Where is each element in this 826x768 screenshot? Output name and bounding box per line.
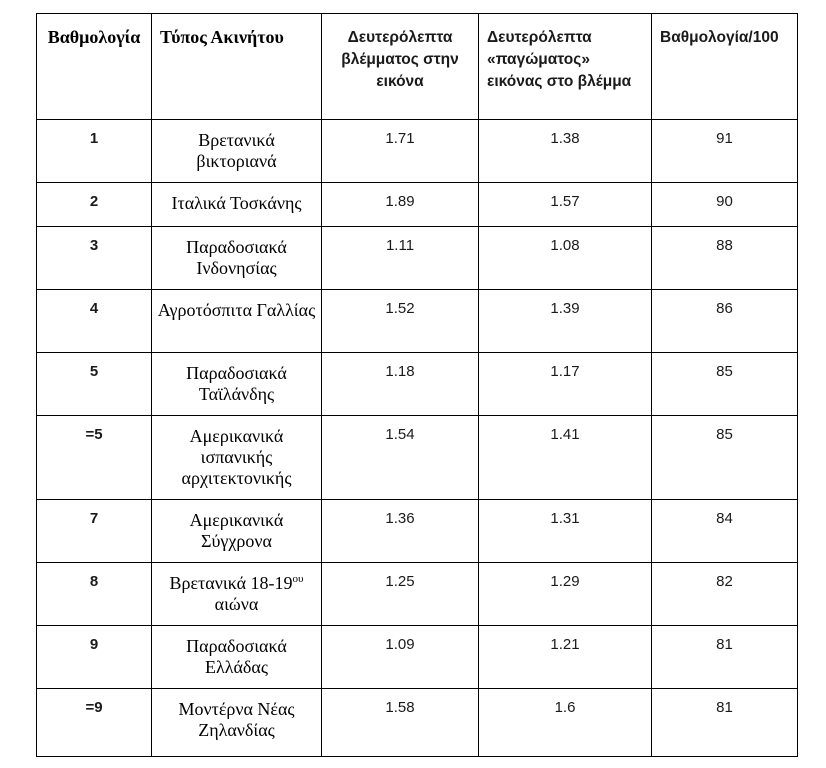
header-property-type: Τύπος Ακινήτου xyxy=(151,13,322,120)
property-type-cell: Βρετανικά βικτοριανά xyxy=(151,119,322,183)
score-cell: 88 xyxy=(651,226,798,290)
gaze-seconds-cell: 1.54 xyxy=(321,415,479,500)
header-score: Βαθμολογία/100 xyxy=(651,13,798,120)
gaze-seconds-cell: 1.52 xyxy=(321,289,479,353)
property-type-cell: Παραδοσιακά Ινδονησίας xyxy=(151,226,322,290)
rank-cell: 5 xyxy=(36,352,152,416)
gaze-seconds-cell: 1.09 xyxy=(321,625,479,689)
gaze-seconds-cell: 1.71 xyxy=(321,119,479,183)
table-row: 9 Παραδοσιακά Ελλάδας 1.09 1.21 81 xyxy=(36,625,798,689)
header-freeze-seconds: Δευτερόλεπτα «παγώματος» εικόνας στο βλέ… xyxy=(478,13,652,120)
gaze-seconds-cell: 1.18 xyxy=(321,352,479,416)
property-type-cell: Αγροτόσπιτα Γαλλίας xyxy=(151,289,322,353)
freeze-seconds-cell: 1.38 xyxy=(478,119,652,183)
property-ranking-table: Βαθμολογία Τύπος Ακινήτου Δευτερόλεπτα β… xyxy=(36,13,798,757)
freeze-seconds-cell: 1.31 xyxy=(478,499,652,563)
table-row: 3 Παραδοσιακά Ινδονησίας 1.11 1.08 88 xyxy=(36,226,798,290)
rank-cell: =5 xyxy=(36,415,152,500)
rank-cell: =9 xyxy=(36,688,152,757)
table-row: 7 Αμερικανικά Σύγχρονα 1.36 1.31 84 xyxy=(36,499,798,563)
property-type-text: Βρετανικά 18-19 xyxy=(169,573,293,593)
gaze-seconds-cell: 1.89 xyxy=(321,182,479,227)
header-rank: Βαθμολογία xyxy=(36,13,152,120)
score-cell: 84 xyxy=(651,499,798,563)
score-cell: 85 xyxy=(651,415,798,500)
freeze-seconds-cell: 1.21 xyxy=(478,625,652,689)
score-cell: 86 xyxy=(651,289,798,353)
header-gaze-seconds: Δευτερόλεπτα βλέμματος στην εικόνα xyxy=(321,13,479,120)
property-type-text: αιώνα xyxy=(214,594,259,614)
gaze-seconds-cell: 1.25 xyxy=(321,562,479,626)
freeze-seconds-cell: 1.17 xyxy=(478,352,652,416)
score-cell: 85 xyxy=(651,352,798,416)
gaze-seconds-cell: 1.36 xyxy=(321,499,479,563)
freeze-seconds-cell: 1.41 xyxy=(478,415,652,500)
rank-cell: 4 xyxy=(36,289,152,353)
property-type-cell: Αμερικανικά ισπανικής αρχιτεκτονικής xyxy=(151,415,322,500)
score-cell: 90 xyxy=(651,182,798,227)
freeze-seconds-cell: 1.57 xyxy=(478,182,652,227)
score-cell: 82 xyxy=(651,562,798,626)
table-row: =5 Αμερικανικά ισπανικής αρχιτεκτονικής … xyxy=(36,415,798,500)
rank-cell: 3 xyxy=(36,226,152,290)
table-row: 8 Βρετανικά 18-19ου αιώνα 1.25 1.29 82 xyxy=(36,562,798,626)
rank-cell: 7 xyxy=(36,499,152,563)
header-row: Βαθμολογία Τύπος Ακινήτου Δευτερόλεπτα β… xyxy=(36,13,798,120)
freeze-seconds-cell: 1.29 xyxy=(478,562,652,626)
freeze-seconds-cell: 1.6 xyxy=(478,688,652,757)
table-row: 2 Ιταλικά Τοσκάνης 1.89 1.57 90 xyxy=(36,182,798,227)
gaze-seconds-cell: 1.11 xyxy=(321,226,479,290)
rank-cell: 8 xyxy=(36,562,152,626)
rank-cell: 9 xyxy=(36,625,152,689)
score-cell: 81 xyxy=(651,625,798,689)
score-cell: 81 xyxy=(651,688,798,757)
freeze-seconds-cell: 1.08 xyxy=(478,226,652,290)
gaze-seconds-cell: 1.58 xyxy=(321,688,479,757)
property-type-cell: Παραδοσιακά Ταϊλάνδης xyxy=(151,352,322,416)
property-type-cell: Βρετανικά 18-19ου αιώνα xyxy=(151,562,322,626)
property-type-cell: Μοντέρνα Νέας Ζηλανδίας xyxy=(151,688,322,757)
rank-cell: 1 xyxy=(36,119,152,183)
table-row: 5 Παραδοσιακά Ταϊλάνδης 1.18 1.17 85 xyxy=(36,352,798,416)
score-cell: 91 xyxy=(651,119,798,183)
ordinal-superscript: ου xyxy=(292,573,304,585)
freeze-seconds-cell: 1.39 xyxy=(478,289,652,353)
property-type-cell: Ιταλικά Τοσκάνης xyxy=(151,182,322,227)
property-type-cell: Αμερικανικά Σύγχρονα xyxy=(151,499,322,563)
table-row: =9 Μοντέρνα Νέας Ζηλανδίας 1.58 1.6 81 xyxy=(36,688,798,757)
rank-cell: 2 xyxy=(36,182,152,227)
table-row: 1 Βρετανικά βικτοριανά 1.71 1.38 91 xyxy=(36,119,798,183)
property-type-cell: Παραδοσιακά Ελλάδας xyxy=(151,625,322,689)
table-row: 4 Αγροτόσπιτα Γαλλίας 1.52 1.39 86 xyxy=(36,289,798,353)
